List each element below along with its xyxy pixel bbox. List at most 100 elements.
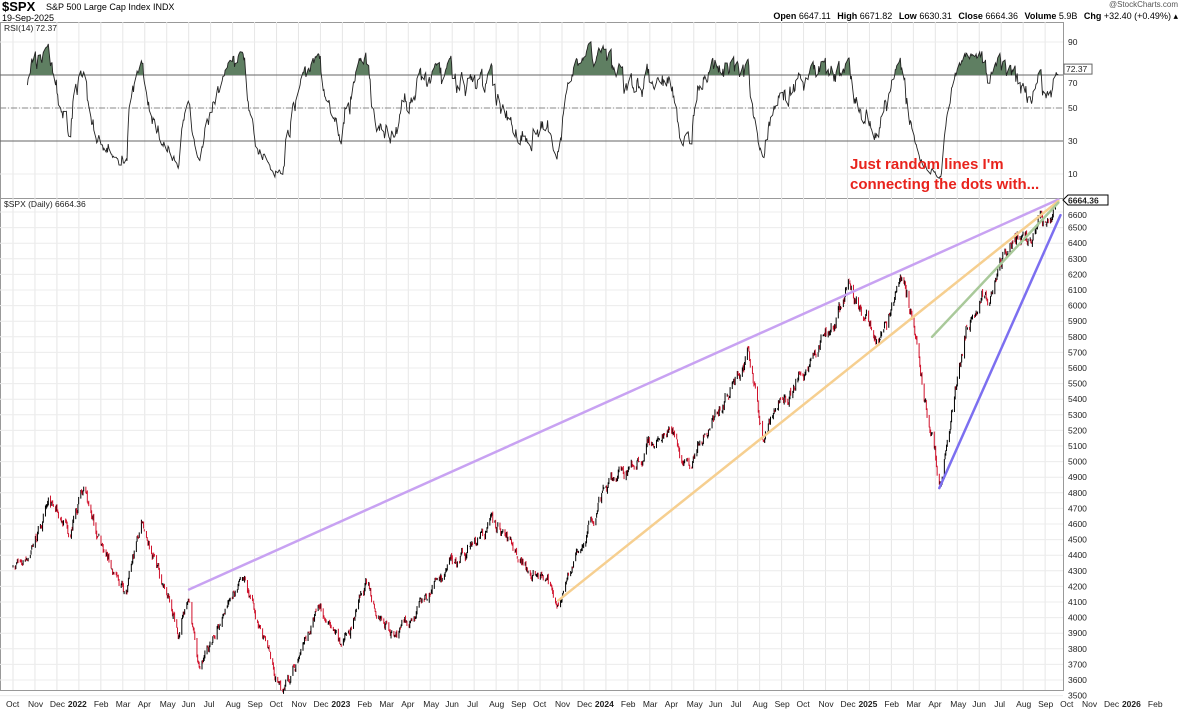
price-tick-label: 5800 <box>1068 332 1087 342</box>
x-tick-label: Oct <box>533 699 547 709</box>
x-tick-label: 2025 <box>858 699 877 709</box>
price-tick-label: 4000 <box>1068 613 1087 623</box>
rsi-tick-label: 90 <box>1068 37 1078 47</box>
price-tick-label: 5100 <box>1068 441 1087 451</box>
last-price-label: 6664.36 <box>1068 195 1099 205</box>
price-tick-label: 3700 <box>1068 659 1087 669</box>
price-panel: $SPX (Daily) 6664.36 <box>4 199 1059 694</box>
chart-date: 19-Sep-2025 <box>2 13 55 23</box>
x-tick-label: Jun <box>709 699 723 709</box>
price-tick-label: 5600 <box>1068 363 1087 373</box>
trendline-green <box>930 201 1060 339</box>
high-label: High <box>837 11 858 21</box>
price-tick-label: 6100 <box>1068 285 1087 295</box>
x-tick-label: May <box>423 699 440 709</box>
rsi-tick-label: 70 <box>1068 78 1078 88</box>
rsi-last-label: 72.37 <box>1066 64 1088 74</box>
rsi-tick-label: 30 <box>1068 136 1078 146</box>
brand-logo[interactable]: @StockCharts.com <box>1108 0 1178 9</box>
price-tick-label: 6300 <box>1068 254 1087 264</box>
open-value: 6647.11 <box>798 11 831 21</box>
axes: Oct Nov Dec 2022 Feb Mar Apr May Jun Jul Aug Sep Oct… <box>6 37 1163 709</box>
price-tick-label: 4800 <box>1068 488 1087 498</box>
x-tick-label: Feb <box>621 699 636 709</box>
price-tick-label: 6600 <box>1068 210 1087 220</box>
close-label: Close <box>958 11 983 21</box>
x-tick-label: Dec <box>313 699 329 709</box>
trendline-orange <box>557 199 1060 602</box>
ohlc-readout: Open 6647.11 High 6671.82 Low 6630.31 Cl… <box>769 11 1178 21</box>
rsi-tick-label: 10 <box>1068 169 1078 179</box>
x-tick-label: Nov <box>1082 699 1098 709</box>
x-tick-label: Mar <box>643 699 658 709</box>
x-tick-label: Mar <box>379 699 394 709</box>
price-tick-label: 5000 <box>1068 457 1087 467</box>
price-tick-label: 3500 <box>1068 691 1087 701</box>
x-tick-label: May <box>687 699 704 709</box>
x-tick-label: Nov <box>555 699 571 709</box>
x-tick-label: Jun <box>972 699 986 709</box>
price-tick-label: 4200 <box>1068 581 1087 591</box>
x-tick-label: Jul <box>204 699 215 709</box>
price-tick-label: 4600 <box>1068 519 1087 529</box>
trendline-blue <box>938 213 1062 490</box>
x-tick-label: 2023 <box>331 699 350 709</box>
index-name: S&P 500 Large Cap Index INDX <box>46 2 174 12</box>
x-tick-label: Sep <box>511 699 526 709</box>
price-tick-label: 5900 <box>1068 316 1087 326</box>
last-price-tag <box>1062 194 1109 206</box>
annotation: Just random lines I'm connecting the dot… <box>850 155 1039 195</box>
x-tick-label: Aug <box>226 699 241 709</box>
annotation-line-2: connecting the dots with... <box>850 176 1040 193</box>
index-name-text: S&P 500 Large Cap Index <box>46 2 151 12</box>
x-tick-label: Nov <box>819 699 835 709</box>
x-tick-label: Apr <box>401 699 414 709</box>
annotation-line-1: Just random lines I'm <box>850 156 1004 173</box>
x-tick-label: Jul <box>467 699 478 709</box>
x-tick-label: Sep <box>1038 699 1053 709</box>
x-tick-label: Aug <box>1016 699 1031 709</box>
price-tick-label: 4900 <box>1068 472 1087 482</box>
x-tick-label: Sep <box>248 699 263 709</box>
price-frame <box>0 198 1064 691</box>
x-tick-label: Jul <box>731 699 742 709</box>
price-tick-label: 3800 <box>1068 644 1087 654</box>
price-tick-label: 4700 <box>1068 503 1087 513</box>
x-tick-label: Feb <box>884 699 899 709</box>
trendlines <box>187 198 1062 602</box>
chg-value: +32.40 (+0.49%) <box>1103 11 1171 21</box>
price-tick-label: 5300 <box>1068 410 1087 420</box>
rsi-tick-label: 50 <box>1068 103 1078 113</box>
price-tick-label: 5400 <box>1068 394 1087 404</box>
price-tick-label: 5500 <box>1068 379 1087 389</box>
trendline-purple <box>187 198 1060 591</box>
rsi-legend: RSI(14) 72.37 <box>4 23 57 33</box>
x-tick-label: Dec <box>50 699 66 709</box>
close-value: 6664.36 <box>985 11 1018 21</box>
x-tick-label: Oct <box>270 699 284 709</box>
x-tick-label: 2024 <box>595 699 614 709</box>
price-tick-label: 6000 <box>1068 301 1087 311</box>
x-tick-label: Sep <box>775 699 790 709</box>
price-tick-label: 4300 <box>1068 566 1087 576</box>
x-tick-label: Nov <box>28 699 44 709</box>
open-label: Open <box>773 11 797 21</box>
exchange: INDX <box>152 2 175 12</box>
x-tick-label: Oct <box>1060 699 1074 709</box>
price-legend: $SPX (Daily) 6664.36 <box>4 199 86 209</box>
price-tick-label: 5700 <box>1068 347 1087 357</box>
price-tick-label: 6200 <box>1068 269 1087 279</box>
x-tick-label: Feb <box>1148 699 1163 709</box>
x-tick-label: Nov <box>291 699 307 709</box>
price-tick-label: 3600 <box>1068 675 1087 685</box>
x-tick-label: Feb <box>357 699 372 709</box>
x-tick-label: Dec <box>840 699 856 709</box>
price-tick-label: 6500 <box>1068 223 1087 233</box>
price-tick-label: 4100 <box>1068 597 1087 607</box>
high-value: 6671.82 <box>859 11 893 21</box>
x-tick-label: Dec <box>577 699 593 709</box>
low-value: 6630.31 <box>919 11 952 21</box>
symbol: $SPX <box>2 0 36 14</box>
grid <box>0 22 1064 697</box>
